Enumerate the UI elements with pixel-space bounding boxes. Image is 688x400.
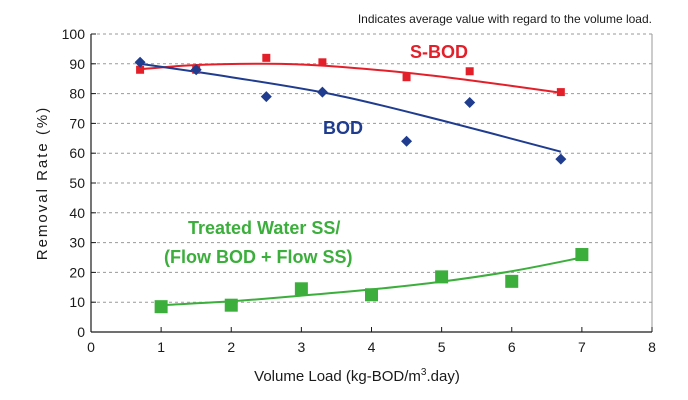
data-point-treated-water-ss xyxy=(224,298,238,312)
y-tick-label: 0 xyxy=(77,324,85,340)
data-point-bod xyxy=(190,64,202,76)
x-tick-label: 2 xyxy=(227,339,235,355)
series-label-ss-line1: Treated Water SS/ xyxy=(188,218,340,238)
data-point-bod xyxy=(464,97,476,109)
y-tick-label: 30 xyxy=(69,235,85,251)
data-point-bod xyxy=(401,135,413,147)
data-point-bod xyxy=(316,86,328,98)
y-tick-label: 20 xyxy=(69,264,85,280)
y-tick-label: 40 xyxy=(69,205,85,221)
data-point-bod xyxy=(555,153,567,165)
x-tick-label: 4 xyxy=(368,339,376,355)
data-point-s-bod xyxy=(402,73,411,82)
y-tick-label: 80 xyxy=(69,86,85,102)
x-axis-title: Volume Load (kg-BOD/m3.day) xyxy=(254,367,460,385)
x-tick-label: 1 xyxy=(157,339,165,355)
x-tick-label: 5 xyxy=(438,339,446,355)
y-axis: 0 10 20 30 40 50 60 70 80 90 100 xyxy=(62,26,96,340)
y-tick-label: 50 xyxy=(69,175,85,191)
chart-note: Indicates average value with regard to t… xyxy=(358,12,652,26)
data-point-treated-water-ss xyxy=(294,282,308,296)
data-point-treated-water-ss xyxy=(435,270,449,284)
data-point-treated-water-ss xyxy=(505,274,519,288)
x-tick-label: 3 xyxy=(297,339,305,355)
trend-lines xyxy=(139,62,583,307)
series-label-ss-line2: (Flow BOD + Flow SS) xyxy=(164,247,353,267)
grid-lines xyxy=(91,33,653,332)
data-point-bod xyxy=(134,56,146,68)
x-tick-label: 6 xyxy=(508,339,516,355)
x-axis: 0 1 2 3 4 5 6 7 8 xyxy=(87,327,656,355)
data-point-treated-water-ss xyxy=(154,300,168,314)
y-tick-label: 100 xyxy=(62,26,86,42)
data-point-s-bod xyxy=(556,88,565,97)
series-label-s-bod: S-BOD xyxy=(410,42,468,62)
x-tick-label: 0 xyxy=(87,339,95,355)
y-tick-label: 70 xyxy=(69,115,85,131)
data-point-s-bod xyxy=(465,67,474,76)
data-point-s-bod xyxy=(262,53,271,62)
data-point-treated-water-ss xyxy=(365,288,378,302)
series-label-bod: BOD xyxy=(323,118,363,138)
y-tick-label: 60 xyxy=(69,145,85,161)
y-tick-label: 90 xyxy=(69,56,85,72)
data-points xyxy=(134,53,589,314)
trend-line-bod xyxy=(139,62,562,153)
data-point-s-bod xyxy=(318,58,327,67)
y-axis-title: Removal Rate (%) xyxy=(34,106,51,261)
y-tick-label: 10 xyxy=(69,294,85,310)
x-tick-label: 8 xyxy=(648,339,656,355)
data-point-s-bod xyxy=(136,65,145,74)
trend-line-s-bod xyxy=(140,62,561,94)
data-point-bod xyxy=(260,91,272,103)
x-tick-label: 7 xyxy=(578,339,586,355)
data-point-treated-water-ss xyxy=(575,248,589,262)
